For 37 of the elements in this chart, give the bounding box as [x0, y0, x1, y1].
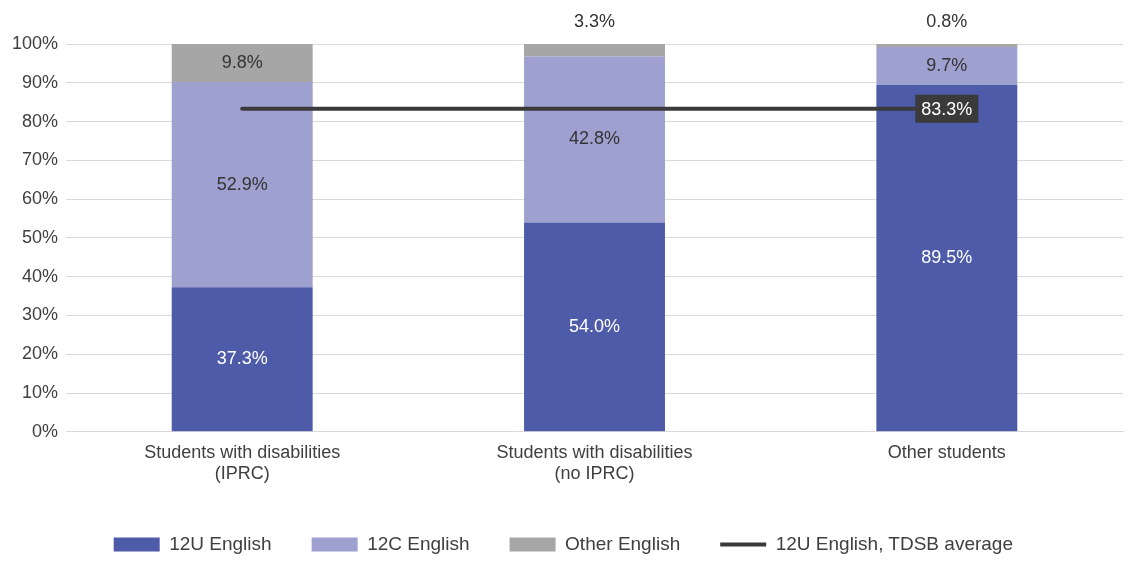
- bar: [171, 82, 313, 288]
- bar: [876, 44, 1018, 48]
- data-label: 9.8%: [221, 51, 263, 72]
- y-tick-label: 100%: [11, 32, 59, 53]
- data-label: 3.3%: [574, 10, 616, 31]
- y-tick-label: 40%: [22, 265, 59, 286]
- bar: [876, 84, 1018, 432]
- bar: [171, 287, 313, 432]
- data-label: 9.7%: [926, 54, 968, 75]
- data-label: 89.5%: [921, 246, 973, 267]
- x-tick-label: Students with disabilities (no IPRC): [496, 441, 693, 484]
- x-tick-label: Students with disabilities (IPRC): [144, 441, 341, 484]
- legend-label: 12C English: [367, 532, 470, 554]
- legend-label: 12U English, TDSB average: [775, 532, 1013, 554]
- y-tick-label: 90%: [22, 71, 59, 92]
- bar: [171, 44, 313, 82]
- y-tick-label: 0%: [32, 420, 59, 441]
- data-label: 54.0%: [569, 315, 621, 336]
- bar: [524, 56, 665, 223]
- y-tick-label: 60%: [22, 188, 59, 209]
- data-label: 0.8%: [926, 10, 968, 31]
- bar: [524, 222, 665, 432]
- y-tick-label: 20%: [22, 343, 59, 364]
- data-label: 83.3%: [921, 98, 973, 119]
- x-tick-label: Other students: [887, 441, 1006, 462]
- legend-label: 12U English: [169, 532, 272, 554]
- data-label: 42.8%: [569, 128, 621, 149]
- y-tick-label: 80%: [22, 110, 59, 131]
- y-tick-label: 50%: [22, 226, 59, 247]
- y-tick-label: 70%: [22, 149, 59, 170]
- bar: [524, 44, 665, 57]
- y-tick-label: 10%: [22, 381, 59, 402]
- y-tick-label: 30%: [22, 304, 59, 325]
- data-label: 37.3%: [216, 348, 268, 369]
- data-label: 52.9%: [216, 173, 268, 194]
- legend-label: Other English: [565, 532, 681, 554]
- bar: [876, 47, 1018, 85]
